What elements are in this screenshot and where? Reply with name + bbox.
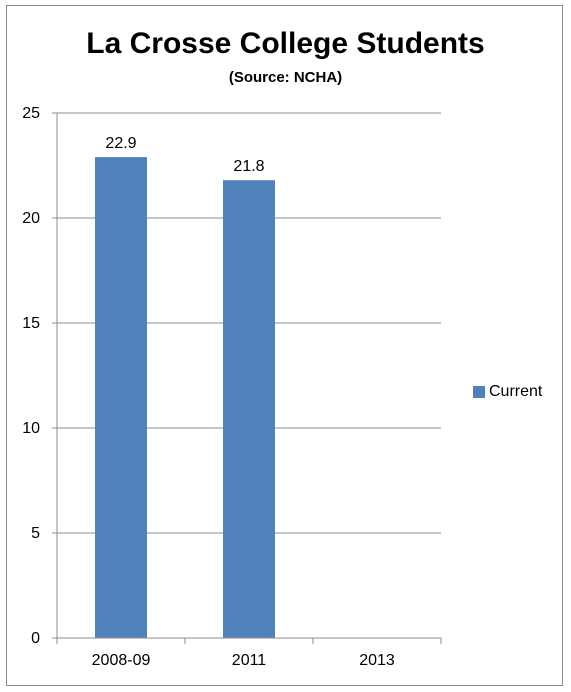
x-tick-label-2008-09: 2008-09 <box>92 652 151 669</box>
bar-2011 <box>223 180 275 638</box>
y-tick-label-2: 10 <box>22 420 40 437</box>
x-tick-label-2011: 2011 <box>232 652 267 669</box>
legend: Current <box>473 382 542 402</box>
y-tick-label-3: 15 <box>22 315 40 332</box>
data-label-2008-09: 22.9 <box>105 135 136 152</box>
data-label-2011: 21.8 <box>233 158 264 175</box>
y-tick-label-5: 25 <box>22 105 40 122</box>
y-tick-label-0: 0 <box>31 630 40 647</box>
legend-swatch-current <box>473 386 485 398</box>
y-tick-label-4: 20 <box>22 210 40 227</box>
chart-subtitle: (Source: NCHA) <box>228 69 343 86</box>
bar-2008-09 <box>95 157 147 638</box>
x-tick-label-2013: 2013 <box>359 652 395 669</box>
y-tick-label-1: 5 <box>31 525 40 542</box>
chart-title: La Crosse College Students <box>86 27 485 60</box>
legend-label-current: Current <box>489 383 543 400</box>
